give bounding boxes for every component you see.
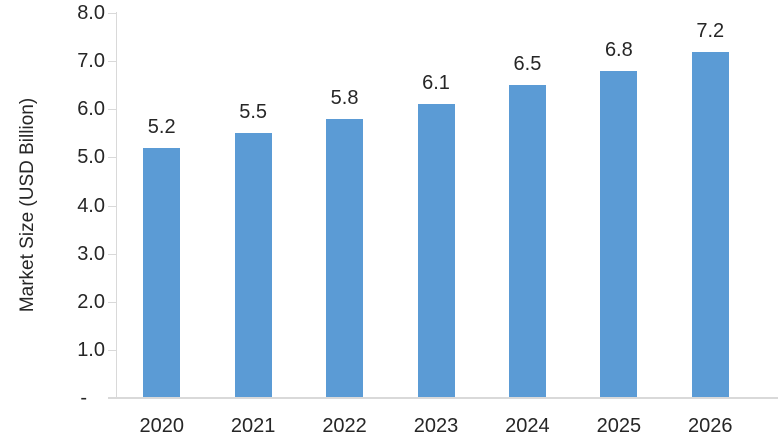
- x-tick-label-2020: 2020: [139, 415, 184, 437]
- x-tick-label-2026: 2026: [688, 415, 733, 437]
- y-tick-label: 2.0: [77, 291, 105, 313]
- y-tick-mark: [108, 302, 116, 303]
- y-tick-mark: [108, 109, 116, 110]
- x-tick-label-2024: 2024: [505, 415, 550, 437]
- bar-value-label-2020: 5.2: [147, 116, 176, 138]
- bar-2024: [509, 85, 546, 397]
- y-tick-label: 6.0: [77, 98, 105, 120]
- x-tick-label-2023: 2023: [413, 415, 459, 437]
- x-tick-label-2022: 2022: [322, 415, 367, 437]
- y-axis-line: [116, 12, 117, 399]
- x-tick-label-2021: 2021: [230, 415, 276, 437]
- bar-2020: [143, 148, 180, 397]
- bar-2023: [418, 104, 455, 397]
- y-tick-label: -: [80, 387, 87, 409]
- bar-2025: [600, 71, 637, 397]
- y-tick-mark: [108, 350, 116, 351]
- y-axis-title: Market Size (USD Billion): [17, 97, 38, 313]
- y-tick-label: 7.0: [77, 50, 105, 72]
- bar-value-label-2024: 6.5: [513, 53, 542, 75]
- y-tick-label: 3.0: [77, 243, 105, 265]
- bar-2022: [326, 119, 363, 397]
- bar-value-label-2023: 6.1: [422, 72, 450, 94]
- y-tick-mark: [108, 206, 116, 207]
- y-tick-label: 4.0: [77, 195, 105, 217]
- bar-value-label-2026: 7.2: [696, 20, 725, 42]
- y-tick-mark: [108, 13, 116, 14]
- y-tick-mark: [108, 61, 116, 62]
- y-tick-label: 1.0: [77, 339, 105, 361]
- bar-2026: [692, 52, 729, 397]
- bar-value-label-2025: 6.8: [604, 39, 633, 61]
- x-tick-label-2025: 2025: [596, 415, 642, 437]
- bar-value-label-2022: 5.8: [330, 87, 359, 109]
- y-tick-mark: [108, 157, 116, 158]
- bar-2021: [235, 133, 272, 397]
- x-axis-line: [108, 397, 778, 399]
- y-tick-label: 8.0: [77, 2, 105, 24]
- y-tick-mark: [108, 254, 116, 255]
- y-tick-label: 5.0: [77, 146, 105, 168]
- bar-value-label-2021: 5.5: [239, 101, 268, 123]
